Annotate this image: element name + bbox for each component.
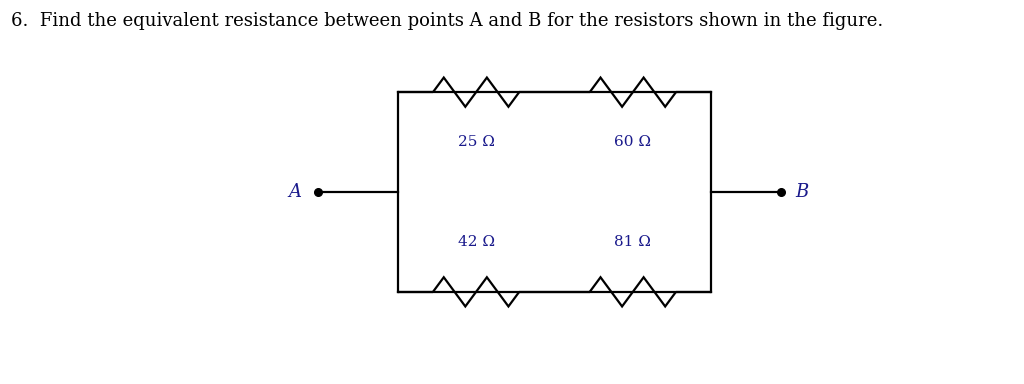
Text: 42 Ω: 42 Ω	[458, 235, 495, 249]
Text: 6.  Find the equivalent resistance between points A and B for the resistors show: 6. Find the equivalent resistance betwee…	[11, 12, 884, 30]
Text: 25 Ω: 25 Ω	[458, 135, 495, 149]
Text: B: B	[796, 183, 809, 201]
Text: A: A	[289, 183, 301, 201]
Text: 60 Ω: 60 Ω	[614, 135, 651, 149]
Text: 81 Ω: 81 Ω	[614, 235, 651, 249]
